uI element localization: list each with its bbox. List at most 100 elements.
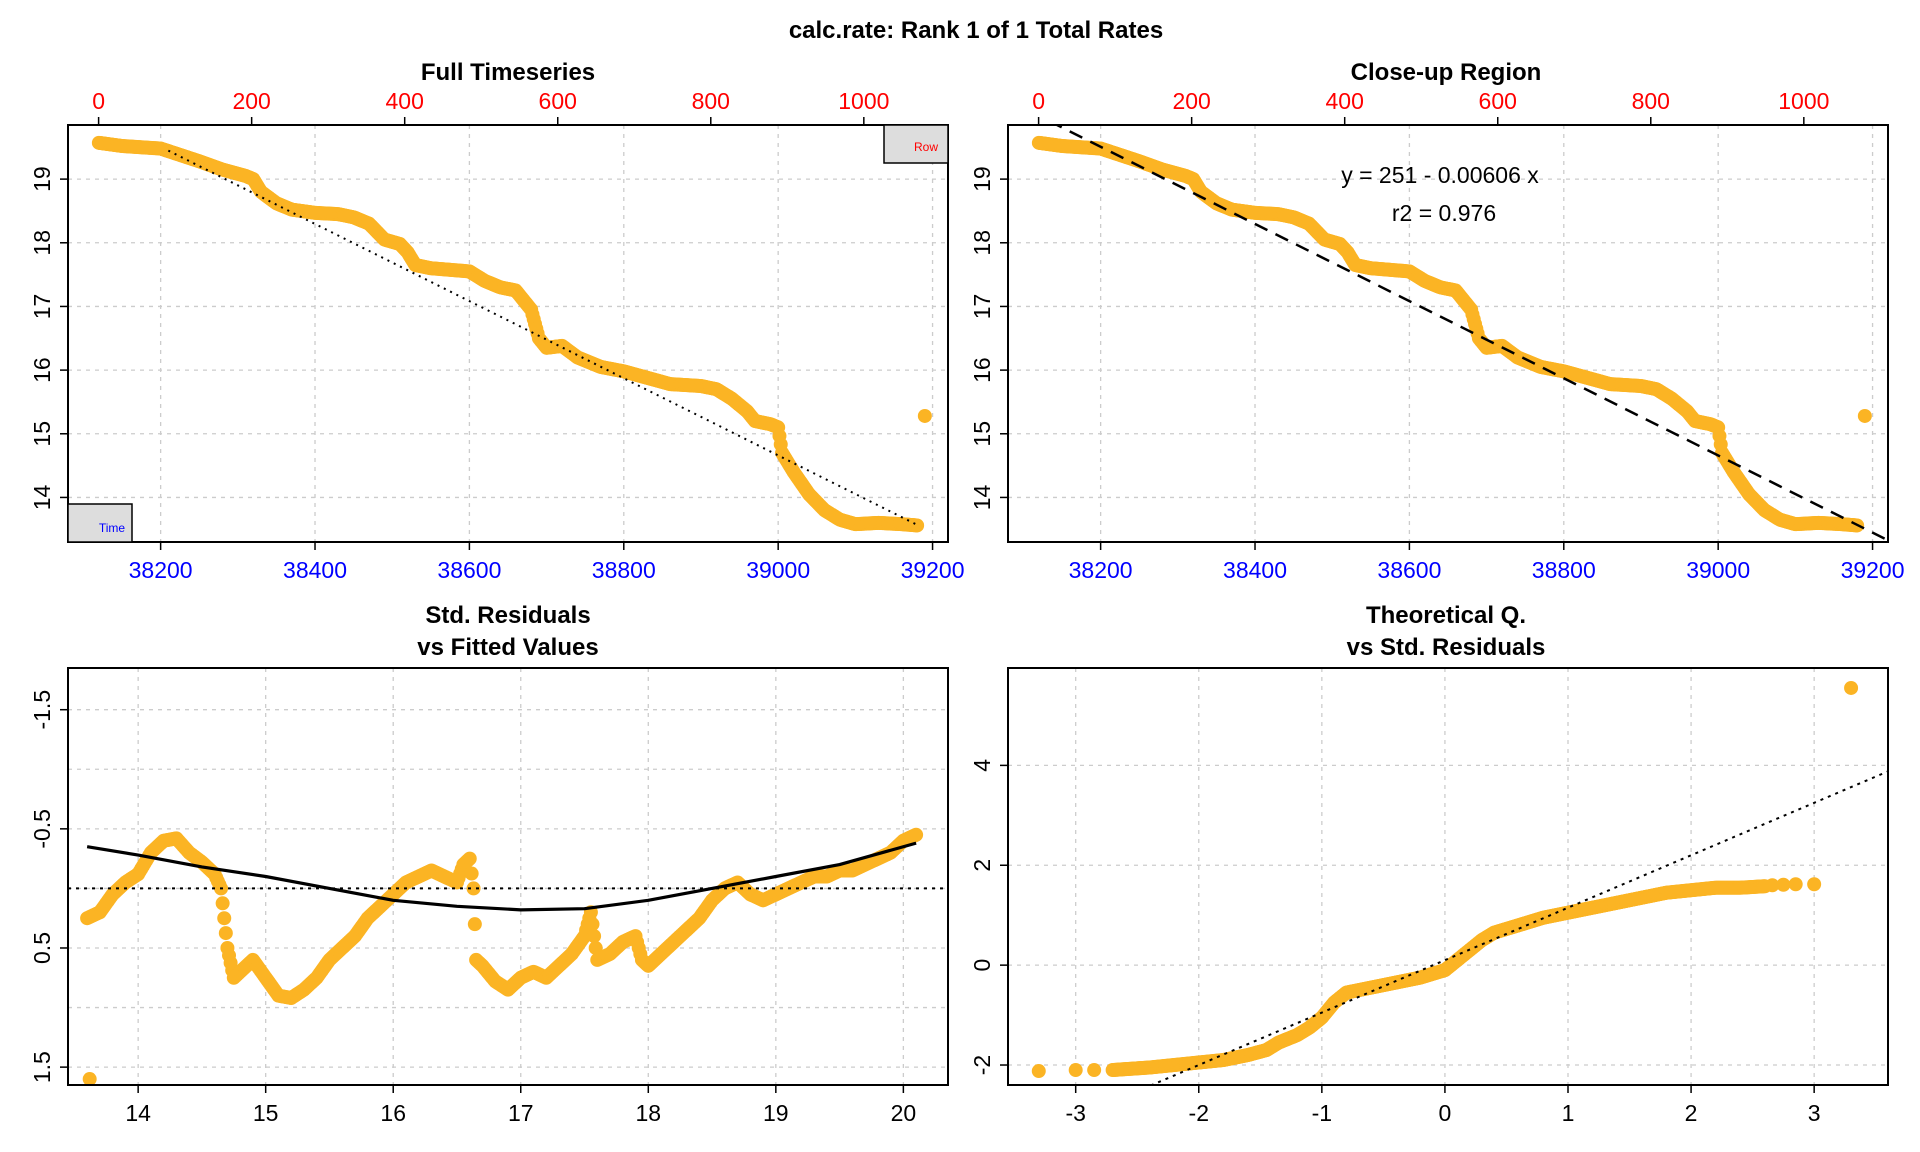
- y-tick-label: 16: [29, 357, 55, 383]
- axis-legend: Time Row: [67, 124, 949, 543]
- x-tick-label: -3: [1065, 1100, 1085, 1126]
- y-axis-ticks: 14 15 16 17 18 19: [29, 166, 68, 510]
- fit-equation: y = 251 - 0.00606 x: [1341, 162, 1539, 188]
- row-axis-ticks: 0 200 400 600 800 1000: [1032, 88, 1829, 125]
- x-tick-label: 17: [508, 1100, 534, 1126]
- y-tick-label: 2: [969, 859, 995, 872]
- y-tick-label: 18: [969, 230, 995, 256]
- y-axis-ticks: -1.5 -0.5 0.5 1.5: [29, 690, 68, 1083]
- y-tick-label: 16: [969, 357, 995, 383]
- row-tick-label: 200: [1172, 88, 1210, 114]
- outlier-point: [82, 1072, 97, 1087]
- y-tick-label: 15: [29, 421, 55, 447]
- x-tick-label: 38200: [1069, 557, 1133, 583]
- data-point: [464, 866, 479, 881]
- x-tick-label: 38400: [1223, 557, 1287, 583]
- panel-std-residuals: Std. Residuals vs Fitted Values 14 15 16 17…: [29, 602, 949, 1126]
- panel-subtitle: vs Std. Residuals: [1347, 634, 1546, 661]
- x-tick-label: 39000: [1686, 557, 1750, 583]
- data-point: [467, 917, 482, 932]
- row-tick-label: 0: [92, 88, 105, 114]
- smooth-trend-line: [86, 841, 917, 912]
- panel-title: Std. Residuals: [425, 602, 590, 629]
- x-axis-ticks: 38200 38400 38600 38800 39000 39200: [1069, 542, 1905, 583]
- y-tick-label: -2: [969, 1055, 995, 1075]
- time-legend-box: [67, 503, 133, 543]
- y-tick-label: 0: [969, 959, 995, 972]
- x-tick-label: 15: [253, 1100, 279, 1126]
- plot-frame: [1007, 124, 1889, 543]
- x-tick-label: 16: [380, 1100, 406, 1126]
- row-tick-label: 600: [539, 88, 577, 114]
- grid: [1008, 125, 1888, 542]
- chart-extras: [68, 827, 948, 1087]
- row-tick-label: 800: [1632, 88, 1670, 114]
- x-tick-label: 38800: [592, 557, 656, 583]
- x-tick-label: 39000: [746, 557, 810, 583]
- data-point: [466, 881, 481, 896]
- y-tick-label: 4: [969, 759, 995, 772]
- figure-title: calc.rate: Rank 1 of 1 Total Rates: [789, 17, 1163, 44]
- x-tick-label: 39200: [901, 557, 965, 583]
- row-tick-label: 800: [692, 88, 730, 114]
- data-point: [910, 518, 925, 533]
- y-axis-ticks: -2 0 2 4: [969, 759, 1008, 1075]
- fit-r2: r2 = 0.976: [1392, 200, 1496, 226]
- row-tick-label: 600: [1479, 88, 1517, 114]
- x-tick-label: 38200: [129, 557, 193, 583]
- x-tick-label: 14: [125, 1100, 151, 1126]
- panel-qq-plot: Theoretical Q. vs Std. Residuals -3 -2 -1 0…: [969, 602, 1889, 1126]
- fit-line: [167, 149, 918, 526]
- data-point: [1031, 1064, 1046, 1079]
- y-tick-label: -1.5: [29, 690, 55, 730]
- chart-extras: [1031, 125, 1888, 542]
- outlier-point: [1857, 408, 1872, 423]
- chart-extras: [1031, 680, 1888, 1085]
- x-axis-ticks: -3 -2 -1 0 1 2 3: [1065, 1085, 1821, 1126]
- data-point: [1068, 1063, 1083, 1078]
- panel-title: Full Timeseries: [421, 59, 595, 86]
- y-tick-label: -0.5: [29, 809, 55, 849]
- data-point: [1807, 877, 1822, 892]
- row-tick-label: 0: [1032, 88, 1045, 114]
- data-point: [1087, 1063, 1102, 1078]
- outlier-point: [917, 408, 932, 423]
- x-tick-label: 0: [1439, 1100, 1452, 1126]
- data-point: [1788, 877, 1803, 892]
- y-tick-label: 1.5: [29, 1051, 55, 1083]
- data-point: [1844, 680, 1859, 695]
- data-point: [585, 917, 600, 932]
- row-legend-box: [883, 124, 949, 164]
- x-tick-label: 38600: [437, 557, 501, 583]
- panel-title: Theoretical Q.: [1366, 602, 1526, 629]
- y-tick-label: 17: [29, 294, 55, 320]
- x-tick-label: 38800: [1532, 557, 1596, 583]
- y-axis-ticks: 14 15 16 17 18 19: [969, 166, 1008, 510]
- data-point: [1765, 878, 1780, 893]
- plot-frame: [67, 667, 949, 1086]
- x-tick-label: 20: [891, 1100, 917, 1126]
- x-tick-label: -2: [1189, 1100, 1209, 1126]
- data-point: [217, 911, 232, 926]
- panel-title: Close-up Region: [1351, 59, 1542, 86]
- x-tick-label: 39200: [1841, 557, 1905, 583]
- row-tick-label: 1000: [838, 88, 889, 114]
- y-tick-label: 15: [969, 421, 995, 447]
- fit-line: [1149, 770, 1888, 1085]
- grid: [68, 125, 948, 542]
- y-tick-label: 18: [29, 230, 55, 256]
- x-axis-ticks: 14 15 16 17 18 19 20: [125, 1085, 916, 1126]
- row-tick-label: 1000: [1778, 88, 1829, 114]
- panel-closeup-region: Close-up Region 38200 38400 38600 38800 3900…: [969, 59, 1905, 583]
- x-tick-label: 38600: [1377, 557, 1441, 583]
- data-point: [1776, 877, 1791, 892]
- x-tick-label: 19: [763, 1100, 789, 1126]
- y-tick-label: 14: [969, 484, 995, 510]
- x-tick-label: 38400: [283, 557, 347, 583]
- time-legend-label: Time: [99, 521, 126, 535]
- fit-line: [1054, 125, 1888, 542]
- data-point: [462, 851, 477, 866]
- row-tick-label: 400: [1326, 88, 1364, 114]
- x-tick-label: 3: [1808, 1100, 1821, 1126]
